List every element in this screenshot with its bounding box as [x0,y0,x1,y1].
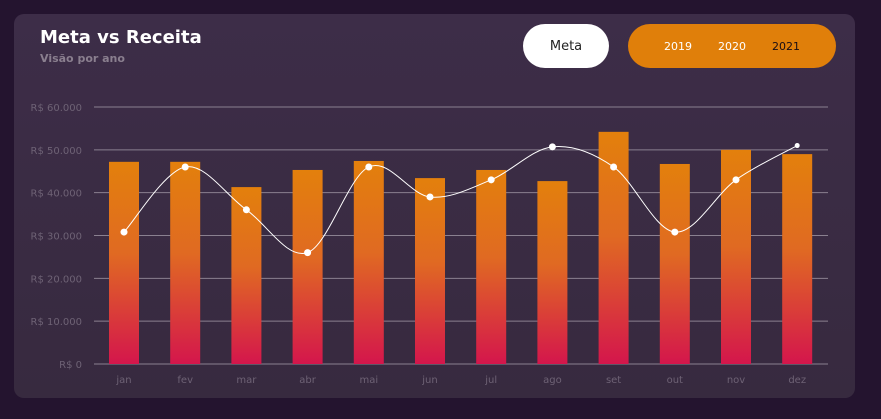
y-tick-label: R$ 30.000 [31,232,82,243]
bar-fev[interactable] [170,161,201,364]
meta-toggle-button[interactable]: Meta [523,24,609,68]
line-point-fev[interactable] [181,163,189,171]
bar-nov[interactable] [721,149,751,364]
year-2019-button[interactable]: 2019 [664,39,692,53]
x-tick-label: set [606,375,621,386]
line-point-abr[interactable] [304,249,312,257]
line-point-jun[interactable] [426,193,434,201]
chart-title: Meta vs Receita [40,27,202,48]
bar-jan[interactable] [109,161,139,364]
y-tick-label: R$ 50.000 [31,146,82,157]
line-point-set[interactable] [610,163,618,171]
meta-line [123,145,798,255]
x-tick-label: ago [543,375,562,386]
bar-dez[interactable] [782,154,813,364]
line-point-nov[interactable] [732,176,740,184]
bar-out[interactable] [659,163,690,364]
bar-mai[interactable] [353,160,384,364]
year-2020-button[interactable]: 2020 [718,39,746,53]
line-point-jul[interactable] [487,176,495,184]
x-tick-label: fev [177,375,193,386]
bar-jun[interactable] [415,178,445,364]
year-2021-button[interactable]: 2021 [772,39,800,53]
bar-abr[interactable] [292,169,323,364]
chart-subtitle: Visão por ano [40,52,125,65]
x-tick-label: abr [299,375,316,386]
x-tick-label: jul [484,375,497,386]
x-tick-label: nov [727,375,745,386]
x-tick-label: dez [788,375,806,386]
x-tick-label: out [667,375,683,386]
x-tick-label: mar [236,375,257,386]
line-point-mai[interactable] [365,163,373,171]
x-tick-label: jun [421,375,437,386]
y-tick-label: R$ 10.000 [31,317,82,328]
year-selector: 2019 2020 2021 [628,24,836,68]
y-tick-label: R$ 20.000 [31,274,82,285]
bar-set[interactable] [598,131,629,364]
line-point-ago[interactable] [548,143,556,151]
y-tick-label: R$ 40.000 [31,189,82,200]
line-point-dez[interactable] [794,143,800,149]
bar-jul[interactable] [476,169,507,364]
x-tick-label: jan [115,375,131,386]
bar-ago[interactable] [537,181,568,364]
bar-mar[interactable] [231,187,262,364]
line-point-jan[interactable] [120,228,128,236]
y-tick-label: R$ 0 [59,360,82,371]
y-tick-label: R$ 60.000 [31,103,82,114]
line-point-mar[interactable] [242,206,250,214]
x-tick-label: mai [359,375,378,386]
line-point-out[interactable] [671,228,679,236]
